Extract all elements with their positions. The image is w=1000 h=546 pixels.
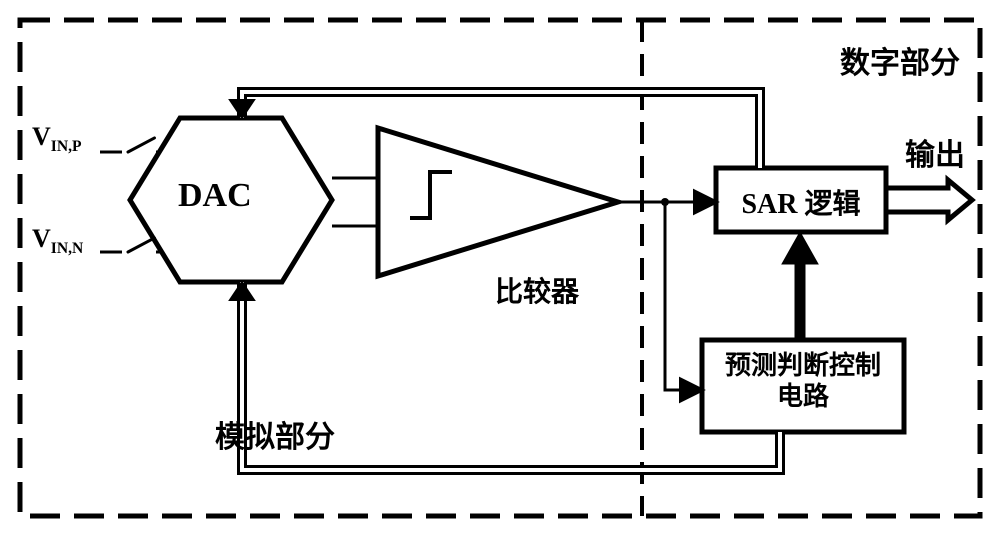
predict-block-label: 预测判断控制电路 (702, 350, 904, 412)
label-analog-section: 模拟部分 (215, 412, 335, 456)
dac-block-label: DAC (178, 177, 252, 215)
label-digital-section: 数字部分 (840, 38, 960, 82)
sar-block-label: SAR 逻辑 (716, 182, 886, 222)
label-comparator: 比较器 (495, 270, 579, 310)
label-output: 输出 (905, 130, 965, 174)
label-vin-p: VIN,P (32, 122, 82, 156)
label-vin-n: VIN,N (32, 224, 83, 258)
diagram-stage: 数字部分 模拟部分 输出 比较器 VIN,P VIN,N DAC SAR 逻辑 … (0, 0, 1000, 546)
